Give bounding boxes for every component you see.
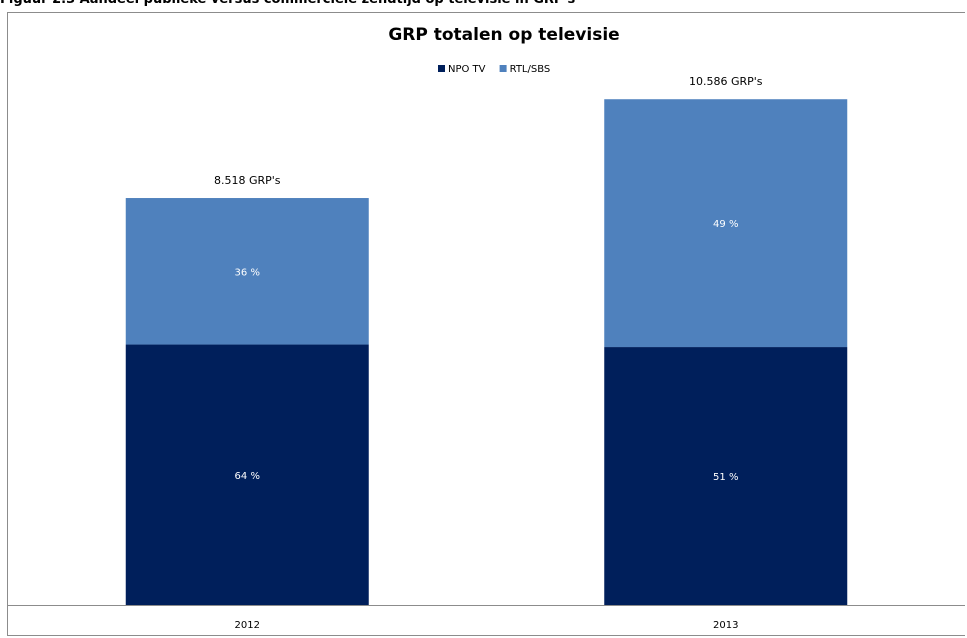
legend-label-1: RTL/SBS xyxy=(510,64,551,75)
bar-2012-1 xyxy=(125,198,369,345)
x-tick-label-2012: 2012 xyxy=(235,620,260,631)
chart-title: GRP totalen op televisie xyxy=(388,25,619,45)
legend-label-0: NPO TV xyxy=(448,64,486,75)
total-label-2013: 10.586 GRP's xyxy=(689,75,763,88)
bar-2013-1 xyxy=(604,99,848,348)
bar-2012-0 xyxy=(125,344,369,605)
total-label-2012: 8.518 GRP's xyxy=(214,174,281,187)
x-tick-label-2013: 2013 xyxy=(713,620,738,631)
legend-swatch-1 xyxy=(499,65,507,72)
data-label-2012-1: 36 % xyxy=(235,267,260,278)
data-label-2013-0: 51 % xyxy=(713,472,738,483)
data-label-2013-1: 49 % xyxy=(713,219,738,230)
figure-caption: Figuur 2.3 Aandeel publieke versus comme… xyxy=(0,0,967,8)
legend-swatch-0 xyxy=(438,65,445,72)
data-label-2012-0: 64 % xyxy=(235,471,260,482)
bar-2013-0 xyxy=(604,347,848,605)
